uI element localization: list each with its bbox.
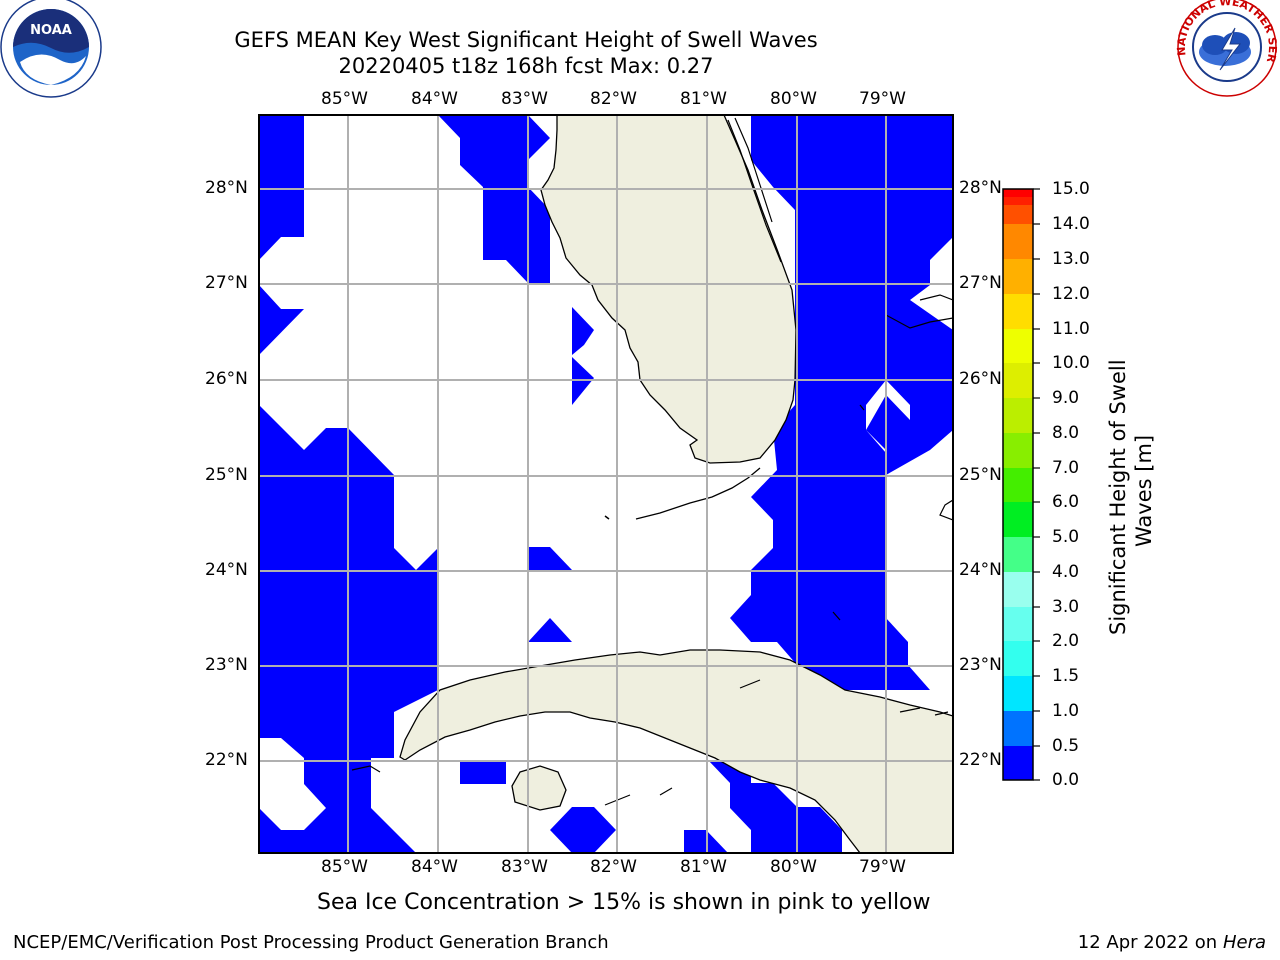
lon-label-bottom: 82°W — [590, 857, 637, 877]
lat-label-right: 23°N — [959, 655, 1002, 675]
producer-credit: NCEP/EMC/Verification Post Processing Pr… — [13, 932, 609, 953]
colorbar-tick: 10.0 — [1052, 353, 1090, 373]
generation-date: 12 Apr 2022 on Hera — [1078, 932, 1266, 953]
lat-label-right: 27°N — [959, 273, 1002, 293]
colorbar-tick: 14.0 — [1052, 214, 1090, 234]
colorbar-tick: 1.0 — [1052, 701, 1080, 721]
lon-label-top: 79°W — [859, 89, 906, 109]
lat-label-right: 24°N — [959, 560, 1002, 580]
colorbar-tick: 9.0 — [1052, 388, 1080, 408]
lat-label-left: 28°N — [205, 178, 248, 198]
colorbar-tick: 12.0 — [1052, 284, 1090, 304]
lat-label-right: 22°N — [959, 750, 1002, 770]
lon-label-top: 85°W — [321, 89, 368, 109]
colorbar-tick: 0.0 — [1052, 770, 1080, 790]
lat-label-left: 24°N — [205, 560, 248, 580]
lon-label-bottom: 79°W — [859, 857, 906, 877]
svg-text:NATIONAL WEATHER SERVICE: NATIONAL WEATHER SERVICE — [0, 0, 1279, 64]
svg-text:NOAA: NOAA — [30, 23, 72, 38]
lon-label-bottom: 84°W — [411, 857, 458, 877]
isla-juventud-land — [511, 765, 567, 811]
colorbar-tick: 6.0 — [1052, 492, 1080, 512]
lon-label-bottom: 80°W — [770, 857, 817, 877]
lon-label-bottom: 83°W — [501, 857, 548, 877]
lat-label-right: 28°N — [959, 178, 1002, 198]
colorbar-tick: 3.0 — [1052, 597, 1080, 617]
colorbar-tick: 8.0 — [1052, 423, 1080, 443]
colorbar-tick: 2.0 — [1052, 631, 1080, 651]
nws-logo: NATIONAL WEATHER SERVICE — [0, 0, 1279, 97]
lat-label-left: 23°N — [205, 655, 248, 675]
colorbar-tick: 0.5 — [1052, 736, 1080, 756]
noaa-logo: NOAA — [0, 0, 102, 98]
sea-ice-note: Sea Ice Concentration > 15% is shown in … — [317, 890, 931, 915]
lat-label-left: 22°N — [205, 750, 248, 770]
colorbar-label-line1: Significant Height of Swell — [1106, 359, 1130, 635]
graticule — [259, 115, 953, 853]
lon-label-top: 80°W — [770, 89, 817, 109]
colorbar-label-line2: Waves [m] — [1132, 434, 1156, 547]
colorbar-tick: 7.0 — [1052, 458, 1080, 478]
map-title: GEFS MEAN Key West Significant Height of… — [234, 28, 818, 52]
lat-label-right: 25°N — [959, 465, 1002, 485]
lat-label-left: 25°N — [205, 465, 248, 485]
colorbar-tick: 13.0 — [1052, 249, 1090, 269]
host-name: Hera — [1222, 932, 1266, 953]
lon-label-bottom: 81°W — [680, 857, 727, 877]
map-frame — [258, 114, 954, 854]
lon-label-top: 83°W — [501, 89, 548, 109]
colorbar-label: Significant Height of Swell Waves [m] — [1105, 335, 1156, 635]
lat-label-left: 26°N — [205, 369, 248, 389]
map-subtitle: 20220405 t18z 168h fcst Max: 0.27 — [338, 54, 714, 78]
florida-land — [540, 115, 797, 464]
colorbar — [1002, 188, 1040, 781]
colorbar-tick: 5.0 — [1052, 527, 1080, 547]
generation-date-text: 12 Apr 2022 on — [1077, 932, 1223, 953]
lon-label-top: 81°W — [680, 89, 727, 109]
lat-label-left: 27°N — [205, 273, 248, 293]
lon-label-bottom: 85°W — [321, 857, 368, 877]
lon-label-top: 82°W — [590, 89, 637, 109]
lat-label-right: 26°N — [959, 369, 1002, 389]
colorbar-tick: 4.0 — [1052, 562, 1080, 582]
colorbar-tick: 11.0 — [1052, 319, 1090, 339]
colorbar-tick: 1.5 — [1052, 666, 1080, 686]
cuba-land — [399, 649, 953, 853]
colorbar-tick: 15.0 — [1052, 179, 1090, 199]
lon-label-top: 84°W — [411, 89, 458, 109]
